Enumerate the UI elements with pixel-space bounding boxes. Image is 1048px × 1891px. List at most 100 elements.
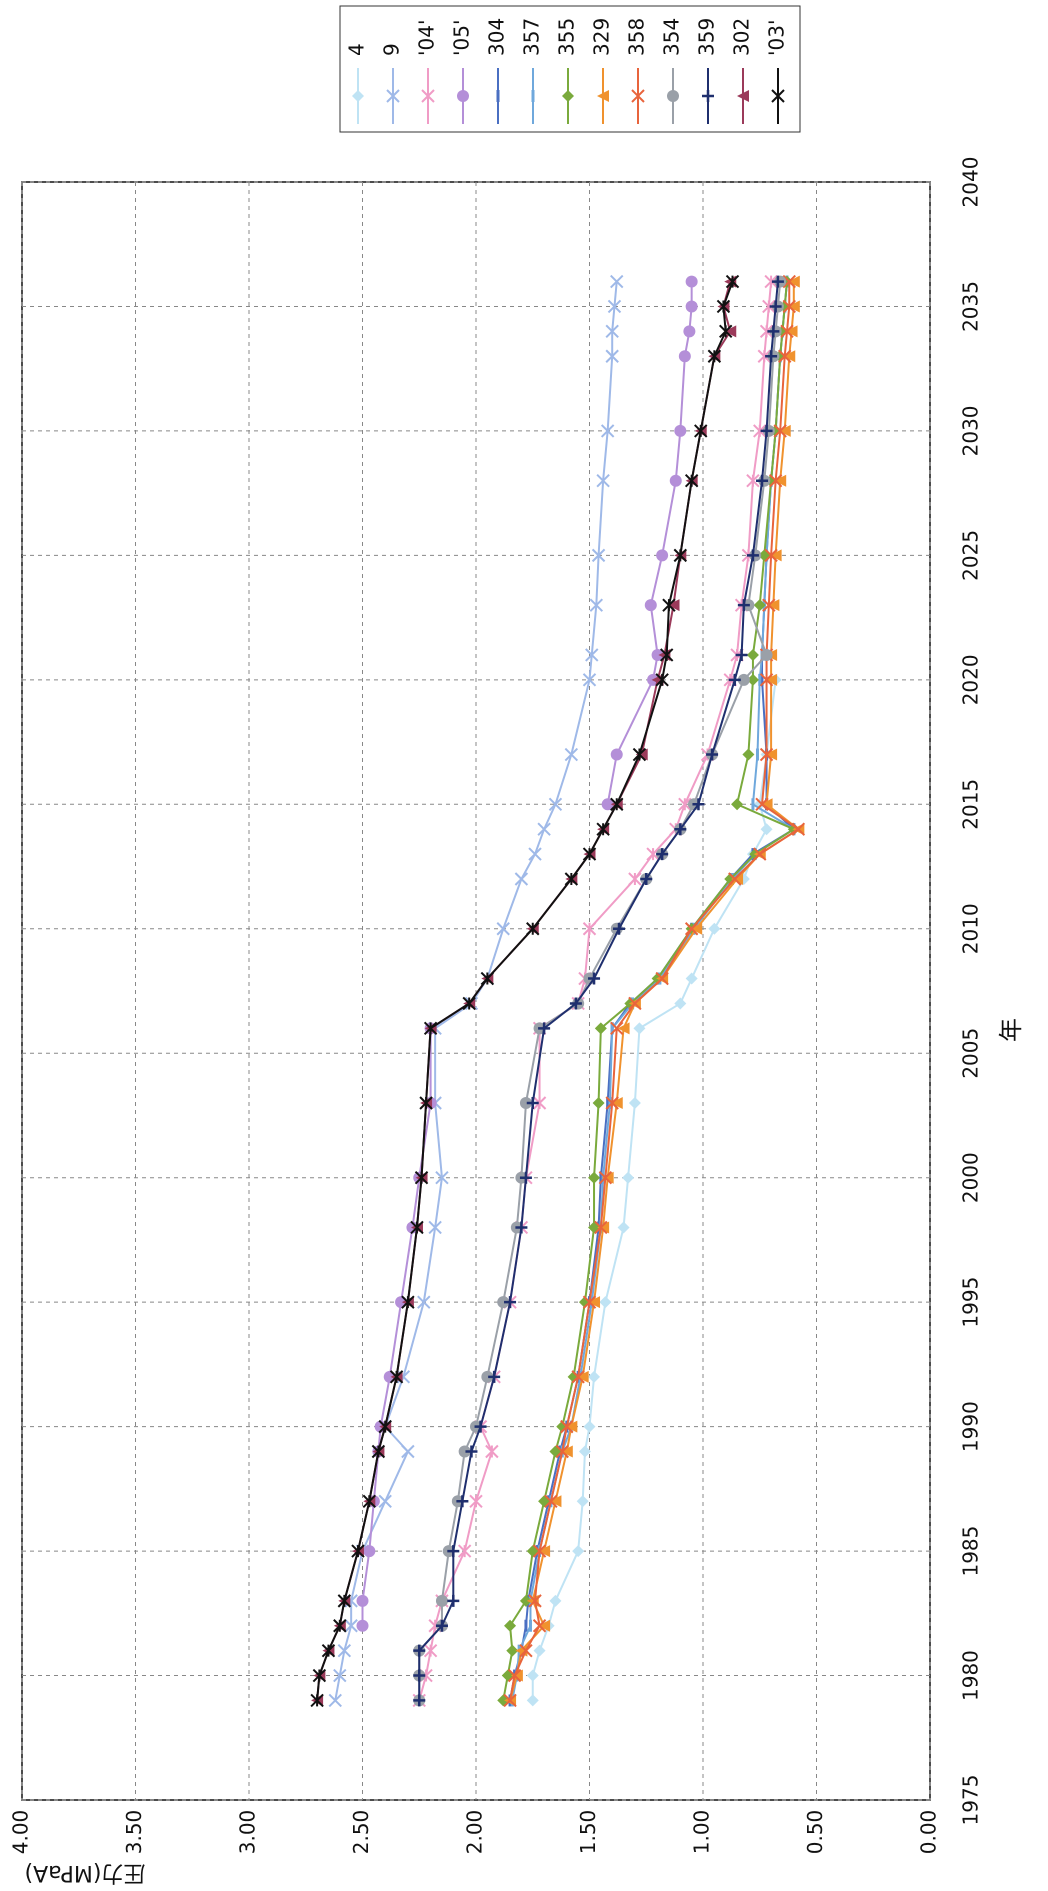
data-point — [656, 549, 669, 562]
data-point — [591, 548, 606, 563]
data-point — [496, 922, 510, 936]
data-point — [765, 673, 778, 686]
data-point — [594, 1220, 608, 1235]
data-point — [548, 797, 563, 812]
y-tick-label: 3.00 — [236, 1810, 260, 1855]
data-point — [768, 474, 783, 488]
x-tick-label: 1980 — [959, 1650, 983, 1701]
data-point — [760, 798, 773, 811]
data-point — [549, 1594, 562, 1607]
data-point — [605, 349, 619, 363]
data-point — [526, 1097, 539, 1110]
data-point — [759, 673, 774, 687]
data-point — [596, 474, 610, 488]
data-point — [474, 1420, 487, 1433]
data-point — [785, 325, 798, 338]
legend-marker — [631, 89, 645, 103]
data-point — [684, 922, 699, 936]
x-tick-label: 2025 — [959, 530, 983, 581]
data-point — [690, 922, 703, 935]
data-point — [757, 349, 771, 363]
data-point — [683, 325, 696, 338]
data-point — [389, 1370, 404, 1384]
data-point — [356, 1594, 369, 1607]
data-point — [640, 872, 653, 885]
data-point — [423, 1021, 438, 1036]
data-point — [589, 598, 604, 612]
data-point — [685, 300, 698, 313]
data-point — [378, 1494, 392, 1508]
data-point — [526, 1694, 539, 1707]
data-point — [694, 424, 708, 438]
data-point — [378, 1419, 392, 1434]
x-tick-label: 2040 — [959, 157, 983, 208]
data-point — [674, 823, 687, 836]
data-point — [598, 1170, 613, 1185]
data-point — [333, 1668, 347, 1683]
data-point — [764, 274, 778, 289]
data-point — [735, 648, 748, 661]
data-point — [742, 748, 755, 761]
legend-label: 304 — [485, 18, 509, 56]
data-point — [674, 997, 687, 1010]
data-point — [674, 424, 687, 437]
data-point — [532, 1096, 547, 1110]
data-point — [488, 1370, 501, 1383]
data-point — [310, 1693, 324, 1708]
data-point — [413, 1694, 426, 1707]
data-point — [771, 275, 784, 288]
data-point — [560, 1419, 574, 1434]
legend-label: '04' — [415, 20, 439, 56]
legend-label: 9 — [380, 43, 404, 56]
data-point — [767, 325, 780, 338]
data-point — [594, 1022, 607, 1035]
data-point — [628, 1097, 641, 1110]
x-tick-label: 1985 — [959, 1526, 983, 1577]
legend-marker — [386, 89, 400, 103]
data-point — [737, 673, 750, 686]
data-point — [769, 300, 782, 313]
data-point — [753, 424, 767, 438]
data-point — [617, 1221, 630, 1234]
data-point — [760, 648, 773, 661]
series-line — [509, 281, 801, 1701]
data-point — [601, 1171, 614, 1184]
legend-label: 302 — [730, 18, 754, 56]
data-point — [755, 797, 769, 812]
data-point — [707, 349, 722, 363]
y-tick-label: 4.00 — [9, 1810, 33, 1855]
y-tick-label: 1.00 — [690, 1810, 714, 1855]
data-point — [507, 1668, 522, 1683]
data-point — [662, 598, 676, 612]
data-point — [600, 424, 615, 438]
data-point — [610, 274, 624, 289]
legend-label: 359 — [695, 18, 719, 56]
data-point — [337, 1594, 352, 1608]
data-point — [514, 872, 529, 886]
data-point — [685, 275, 698, 288]
data-point — [538, 1022, 551, 1035]
data-point — [635, 748, 648, 761]
data-point — [578, 1296, 591, 1309]
data-point — [526, 922, 540, 936]
data-point — [544, 1494, 558, 1508]
y-tick-label: 3.50 — [122, 1810, 146, 1855]
data-point — [651, 648, 664, 661]
data-point — [718, 324, 733, 339]
data-point — [413, 1644, 426, 1657]
legend-marker — [562, 90, 574, 102]
x-tick-label: 2030 — [959, 405, 983, 456]
data-point — [669, 474, 682, 487]
data-point — [462, 996, 476, 1011]
data-point — [765, 350, 778, 363]
data-point — [731, 798, 744, 811]
data-point — [753, 847, 767, 861]
data-point — [456, 1495, 469, 1508]
data-point — [533, 1644, 546, 1657]
data-point — [583, 1420, 596, 1433]
data-point — [673, 548, 688, 563]
data-point — [724, 325, 737, 338]
y-axis-title: 圧力(MPaA) — [25, 1860, 146, 1885]
data-point — [613, 922, 626, 935]
